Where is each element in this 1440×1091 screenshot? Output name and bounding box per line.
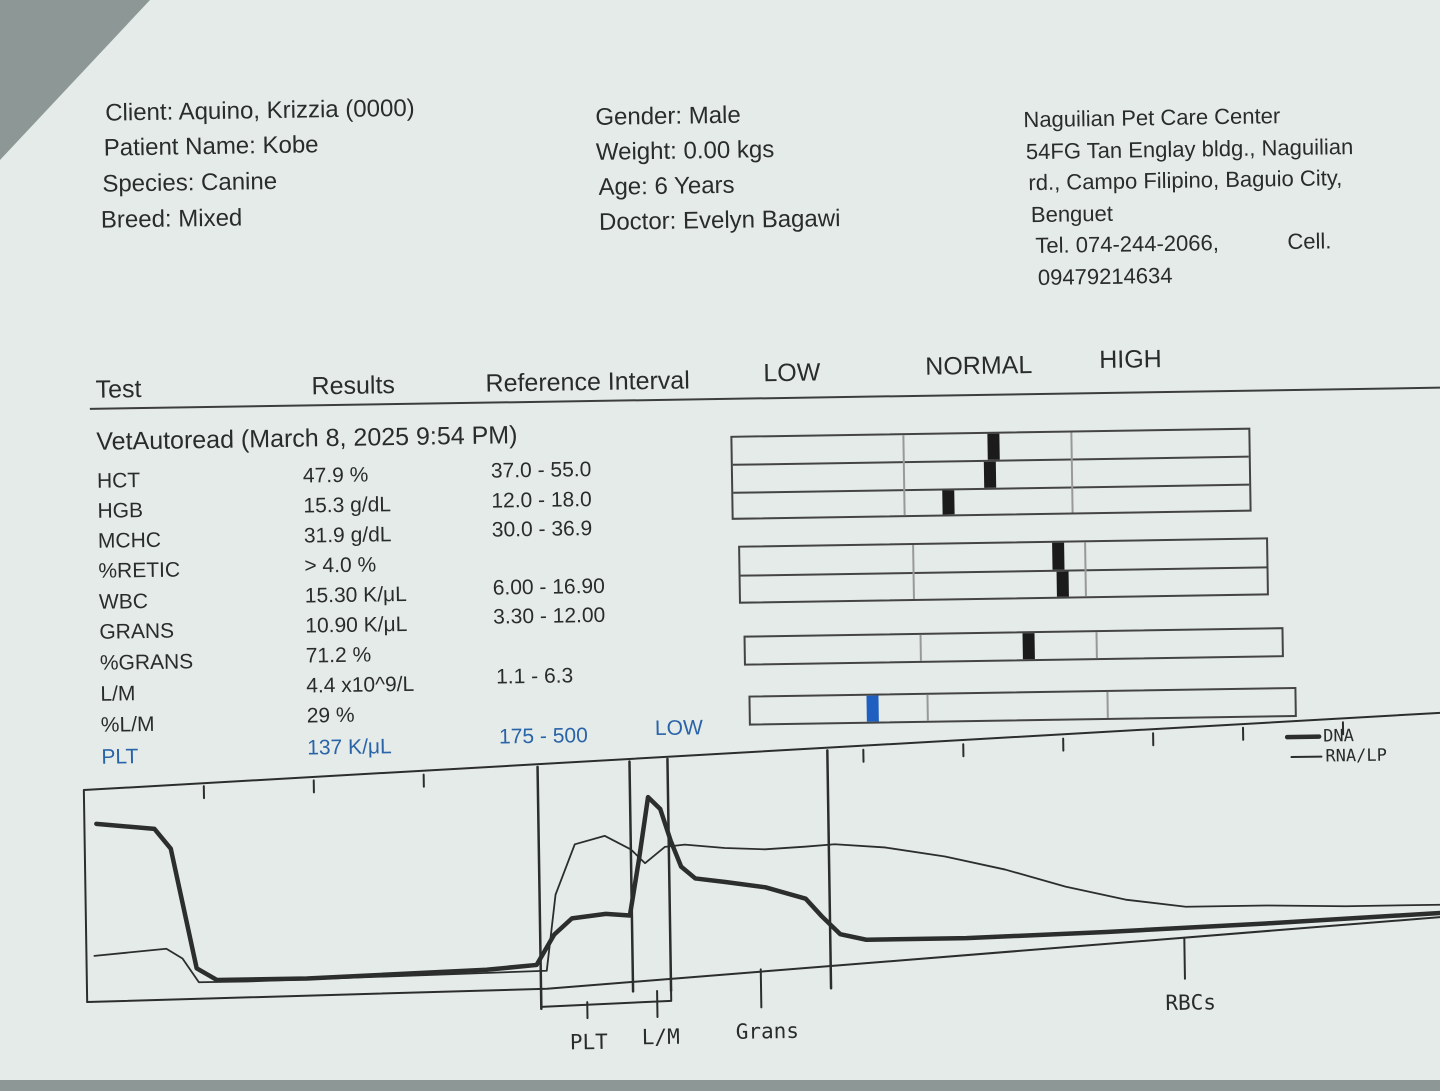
hist-label-grans: Grans [736,1019,800,1044]
rna-curve [93,823,1440,984]
hist-label-lm: L/M [642,1025,680,1050]
legend-dna: DNA [1323,726,1354,746]
histogram-baseline [86,917,1440,1002]
histogram-frame [83,713,1440,1002]
histogram-label-ticks [540,939,1185,1019]
dna-curve [96,785,1440,982]
legend-dna-line [1287,737,1319,738]
legend-rna: RNA/LP [1325,746,1387,767]
hist-label-rbcs: RBCs [1165,990,1216,1015]
hist-label-plt: PLT [570,1030,608,1055]
histogram-ticks [203,722,1344,798]
